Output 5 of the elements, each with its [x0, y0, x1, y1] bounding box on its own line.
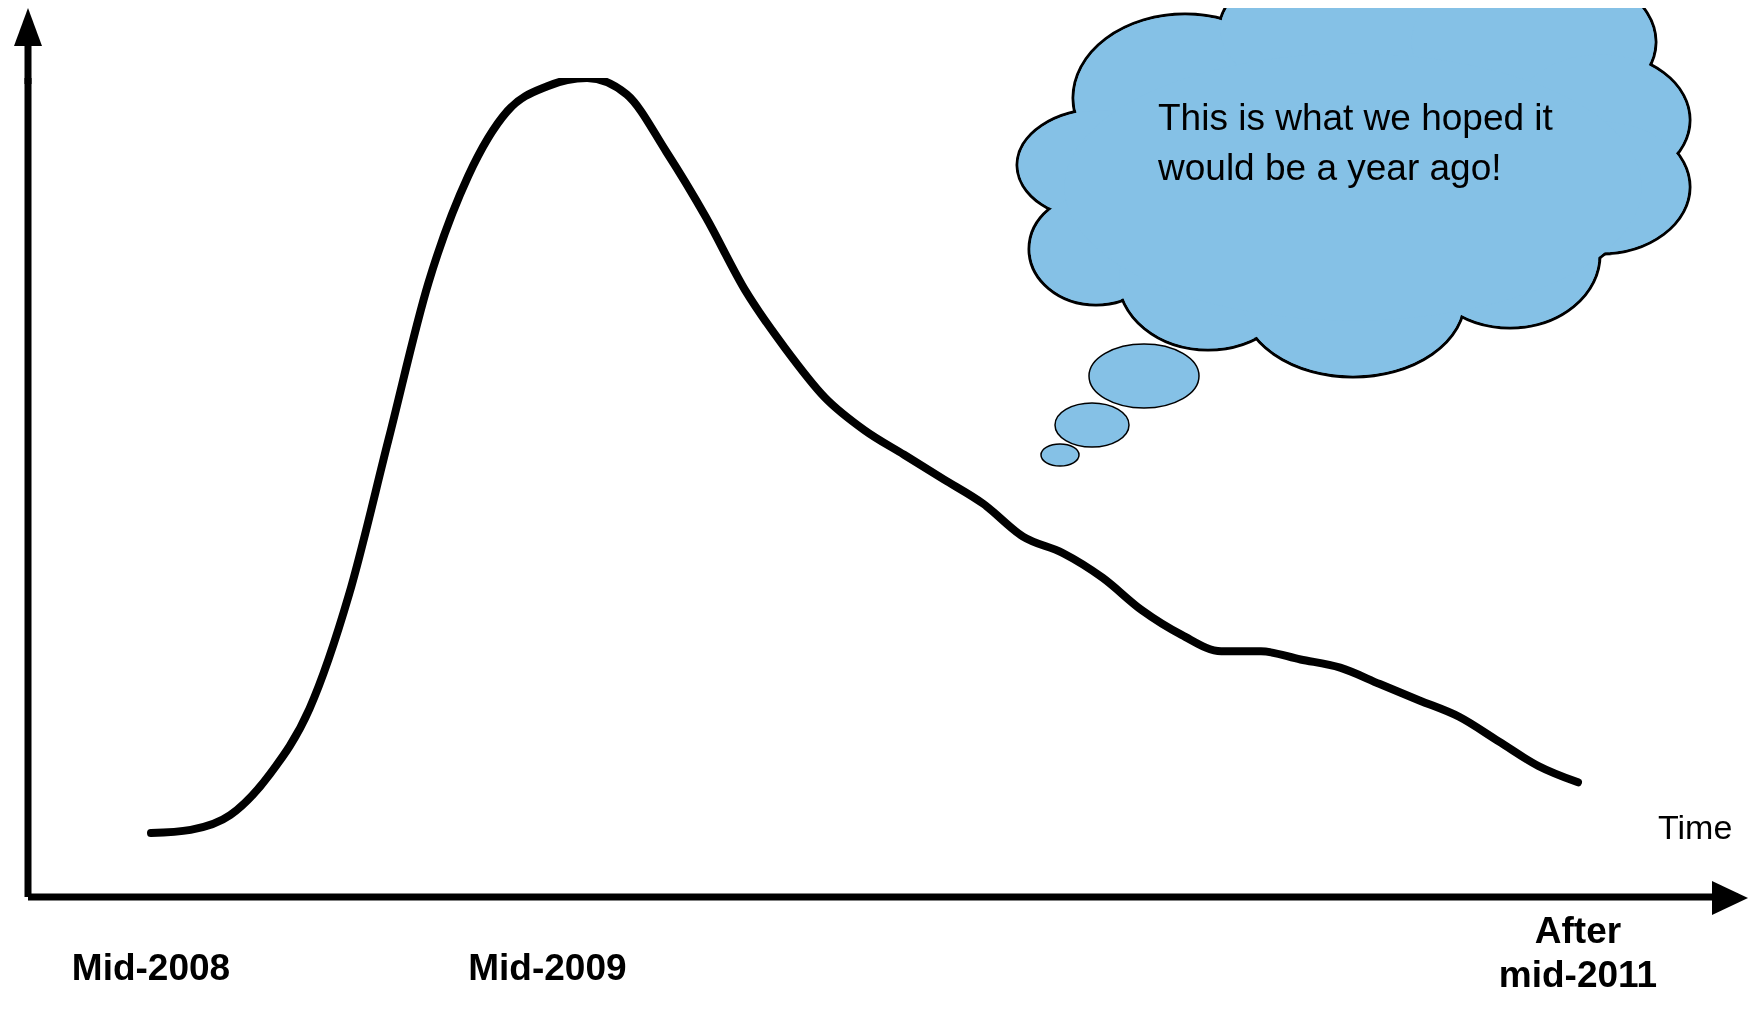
annotation: This is what we hoped it would be a year ago! [1158, 96, 1554, 190]
x-tick-label: After mid-2011 [1498, 910, 1658, 995]
x-axis-title: Time [1658, 808, 1733, 847]
x-tick-label: Mid-2009 [468, 947, 627, 988]
x-tick-label: Mid-2008 [71, 947, 231, 988]
